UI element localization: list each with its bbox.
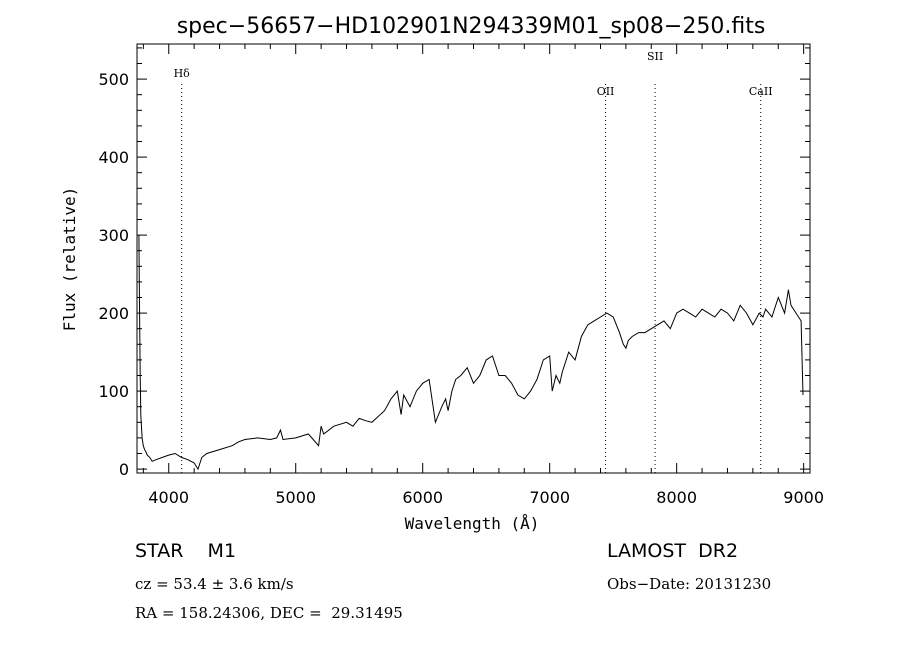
y-axis-label: Flux (relative) bbox=[60, 187, 79, 332]
x-axis-ticks: 4000 5000 6000 7000 8000 9000 bbox=[142, 44, 824, 507]
x-tick-label: 4000 bbox=[148, 488, 189, 507]
x-tick-label: 8000 bbox=[656, 488, 697, 507]
x-tick-label: 5000 bbox=[275, 488, 316, 507]
y-tick-label: 0 bbox=[119, 460, 129, 479]
object-type-label: STAR M1 bbox=[135, 540, 237, 562]
spectrum-series-line bbox=[138, 235, 804, 471]
x-tick-label: 7000 bbox=[529, 488, 570, 507]
spectral-line-markers: Hδ OII SII CaII bbox=[174, 50, 773, 473]
line-marker-label: OII bbox=[597, 85, 615, 98]
line-marker-label: Hδ bbox=[174, 67, 191, 80]
y-tick-label: 100 bbox=[98, 382, 129, 401]
x-tick-label: 9000 bbox=[783, 488, 824, 507]
y-tick-label: 300 bbox=[98, 226, 129, 245]
y-tick-label: 400 bbox=[98, 148, 129, 167]
chart-title: spec−56657−HD102901N294339M01_sp08−250.f… bbox=[177, 14, 766, 39]
coordinates-label: RA = 158.24306, DEC = 29.31495 bbox=[135, 604, 403, 622]
redshift-label: cz = 53.4 ± 3.6 km/s bbox=[135, 575, 294, 593]
line-marker-label: CaII bbox=[749, 85, 773, 98]
x-tick-label: 6000 bbox=[402, 488, 443, 507]
x-axis-label: Wavelength (Å) bbox=[405, 514, 540, 533]
line-marker-label: SII bbox=[647, 50, 663, 63]
survey-label: LAMOST DR2 bbox=[607, 540, 739, 562]
y-tick-label: 200 bbox=[98, 304, 129, 323]
obs-date-label: Obs−Date: 20131230 bbox=[607, 575, 772, 593]
y-axis-ticks: 0 100 200 300 400 500 bbox=[98, 47, 810, 479]
plot-frame bbox=[136, 43, 811, 474]
y-tick-label: 500 bbox=[98, 70, 129, 89]
